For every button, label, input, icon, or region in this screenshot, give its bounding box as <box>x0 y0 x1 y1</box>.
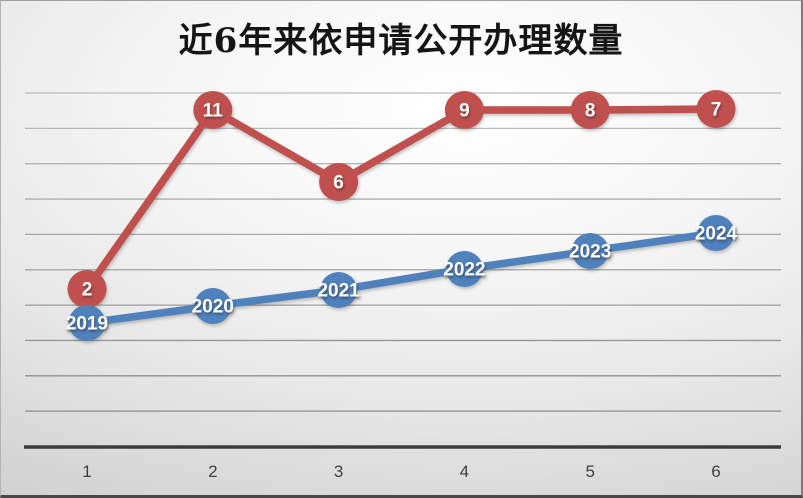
x-tick-label: 5 <box>585 462 594 481</box>
blue-series-point-label: 2021 <box>317 281 360 302</box>
red-series-point-marker <box>193 91 233 129</box>
blue-series-point-label: 2022 <box>443 260 485 281</box>
red-series-point-label: 8 <box>585 101 596 122</box>
red-series-group: 2 11 6 9 8 7 <box>67 90 736 308</box>
blue-series-point-label: 2020 <box>192 297 234 318</box>
blue-series-line <box>86 229 717 327</box>
red-series-point-label: 9 <box>459 101 470 122</box>
x-tick-label: 3 <box>334 462 343 481</box>
blue-series-point-label: 2024 <box>695 224 738 245</box>
red-series-point-label: 7 <box>711 100 722 121</box>
red-series-point-marker <box>319 163 359 201</box>
red-series-point-marker <box>444 91 484 129</box>
red-series-point-label: 2 <box>82 280 93 301</box>
red-series-point-label: 11 <box>203 101 224 122</box>
blue-series-point-label: 2019 <box>66 314 108 335</box>
chart-title: 近6年来依申请公开办理数量 <box>178 21 624 61</box>
x-tick-label: 2 <box>208 462 217 481</box>
blue-series-point-marker <box>68 305 106 341</box>
x-tick-label: 6 <box>711 462 720 481</box>
red-series-point-label: 6 <box>333 173 344 194</box>
red-series-point-marker <box>67 270 107 308</box>
x-tick-label: 1 <box>82 462 91 481</box>
blue-series-point-label: 2023 <box>569 242 611 263</box>
blue-series-point-marker <box>571 233 609 269</box>
blue-series-point-marker <box>445 251 483 287</box>
red-series-point-marker <box>570 91 610 129</box>
red-series-point-marker <box>696 90 736 128</box>
x-tick-label: 4 <box>460 462 469 481</box>
blue-series-point-marker <box>320 272 358 308</box>
red-series-line <box>83 105 717 292</box>
blue-series-point-marker <box>697 215 735 251</box>
blue-series-group: 2019 2020 2021 2022 2023 2024 <box>66 215 738 341</box>
blue-series-point-marker <box>194 288 232 324</box>
